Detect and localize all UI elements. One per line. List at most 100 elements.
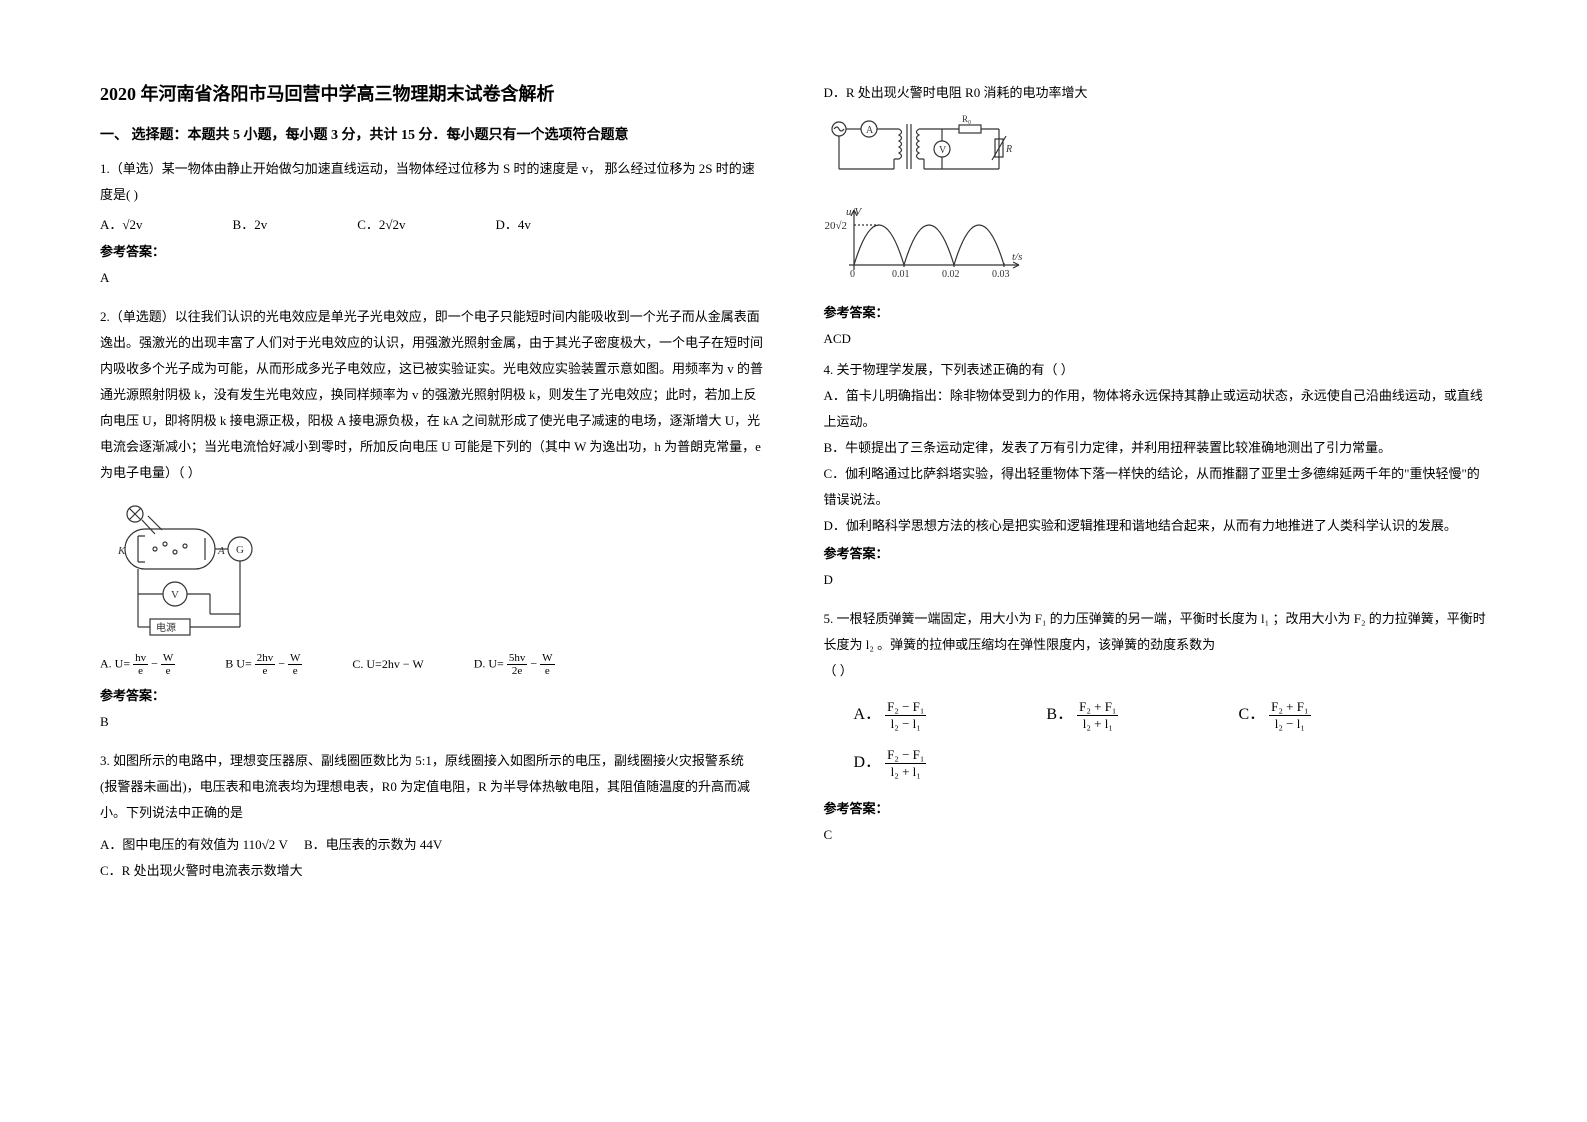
q1-text: 1.（单选）某一物体由静止开始做匀加速直线运动，当物体经过位移为 S 时的速度是… bbox=[100, 156, 764, 208]
q3-optD: D．R 处出现火警时电阻 R0 消耗的电功率增大 bbox=[824, 80, 1488, 106]
q2-optD-prefix: D. U= bbox=[474, 656, 504, 670]
q3-answer-label: 参考答案： bbox=[824, 302, 1488, 321]
svg-text:电源: 电源 bbox=[156, 621, 176, 634]
question-4: 4. 关于物理学发展，下列表述正确的有（ ） A．笛卡儿明确指出：除非物体受到力… bbox=[824, 357, 1488, 598]
svg-text:u/V: u/V bbox=[846, 206, 863, 218]
svg-text:220√2: 220√2 bbox=[824, 220, 847, 232]
transformer-circuit-icon: A R₀ bbox=[824, 114, 1014, 189]
q2-optD-d1: 2e bbox=[507, 665, 528, 677]
svg-text:0.03: 0.03 bbox=[992, 269, 1010, 280]
q5-p1: 5. 一根轻质弹簧一端固定，用大小为 bbox=[824, 611, 1032, 626]
q1-answer-label: 参考答案： bbox=[100, 241, 764, 260]
q2-optA-d2: e bbox=[161, 665, 175, 677]
q5-optA-num: F₂ − F₁ bbox=[885, 699, 926, 716]
q3-optC: C．R 处出现火警时电流表示数增大 bbox=[100, 858, 764, 884]
q3-figure-waveform: u/V t/s 220√2 0 0.01 0.02 0.03 bbox=[824, 205, 1488, 290]
q2-optD-n1: 5hv bbox=[507, 652, 528, 665]
q2-optB: B U= 2hve − We bbox=[225, 652, 302, 677]
q5-optA: A． F₂ − F₁l₂ − l₁ bbox=[854, 699, 927, 732]
q5-optC-label: C． bbox=[1238, 706, 1265, 723]
q4-text: 4. 关于物理学发展，下列表述正确的有（ ） bbox=[824, 357, 1488, 383]
q5-paren: （ ） bbox=[824, 658, 1488, 684]
q4-optD: D．伽利略科学思想方法的核心是把实验和逻辑推理和谐地结合起来，从而有力地推进了人… bbox=[824, 513, 1488, 539]
q5-optD-label: D． bbox=[854, 754, 882, 771]
page-title: 2020 年河南省洛阳市马回营中学高三物理期末试卷含解析 bbox=[100, 80, 764, 106]
q2-figure: K A G bbox=[100, 494, 764, 644]
q5-optA-den: l₂ − l₁ bbox=[885, 716, 926, 732]
q2-options: A. U= hve − We B U= 2hve − We C. U=2hv −… bbox=[100, 652, 764, 677]
q2-optA: A. U= hve − We bbox=[100, 652, 175, 677]
q5-F2: F₂ bbox=[1354, 611, 1366, 626]
q2-optD: D. U= 5hv2e − We bbox=[474, 652, 555, 677]
question-3-part1: 3. 如图所示的电路中，理想变压器原、副线圈匝数比为 5:1，原线圈接入如图所示… bbox=[100, 748, 764, 884]
svg-text:0.02: 0.02 bbox=[942, 269, 960, 280]
q2-answer-label: 参考答案： bbox=[100, 685, 764, 704]
svg-text:R₀: R₀ bbox=[962, 114, 971, 124]
svg-text:0.01: 0.01 bbox=[892, 269, 910, 280]
q2-optA-mid: − bbox=[151, 656, 161, 670]
q5-optC-num: F₂ + F₁ bbox=[1269, 699, 1310, 716]
svg-text:t/s: t/s bbox=[1012, 251, 1022, 263]
q5-options-row1: A． F₂ − F₁l₂ − l₁ B． F₂ + F₁l₂ + l₁ C． F… bbox=[854, 699, 1488, 732]
photoelectric-circuit-icon: K A G bbox=[100, 494, 270, 644]
svg-text:A: A bbox=[866, 125, 874, 136]
q5-optD-num: F₂ − F₁ bbox=[885, 747, 926, 764]
q2-answer: B bbox=[100, 714, 764, 730]
q2-optA-d1: e bbox=[133, 665, 148, 677]
q5-l1: l₁ bbox=[1261, 611, 1269, 626]
sine-waveform-icon: u/V t/s 220√2 0 0.01 0.02 0.03 bbox=[824, 205, 1034, 290]
q2-optB-d1: e bbox=[255, 665, 276, 677]
q2-optA-prefix: A. U= bbox=[100, 656, 130, 670]
q4-optA: A．笛卡儿明确指出：除非物体受到力的作用，物体将永远保持其静止或运动状态，永远使… bbox=[824, 383, 1488, 435]
q3-optAB-line: A．图中电压的有效值为 110√2 V B．电压表的示数为 44V bbox=[100, 832, 764, 858]
q4-answer: D bbox=[824, 572, 1488, 588]
q5-text: 5. 一根轻质弹簧一端固定，用大小为 F₁ 的力压弹簧的另一端，平衡时长度为 l… bbox=[824, 606, 1488, 658]
section-header: 一、 选择题：本题共 5 小题，每小题 3 分，共计 15 分．每小题只有一个选… bbox=[100, 124, 764, 144]
q3-figure-circuit: A R₀ bbox=[824, 114, 1488, 189]
q4-optC: C．伽利略通过比萨斜塔实验，得出轻重物体下落一样快的结论，从而推翻了亚里士多德绵… bbox=[824, 461, 1488, 513]
q2-text: 2.（单选题）以往我们认识的光电效应是单光子光电效应，即一个电子只能短时间内能吸… bbox=[100, 304, 764, 486]
q1-optC: C．2√2v bbox=[357, 214, 405, 233]
q5-optC-den: l₂ − l₁ bbox=[1269, 716, 1310, 732]
left-column: 2020 年河南省洛阳市马回营中学高三物理期末试卷含解析 一、 选择题：本题共 … bbox=[100, 80, 764, 1082]
q5-optB-num: F₂ + F₁ bbox=[1077, 699, 1118, 716]
q5-optC: C． F₂ + F₁l₂ − l₁ bbox=[1238, 699, 1310, 732]
q2-optD-d2: e bbox=[540, 665, 554, 677]
q5-l2: l₂ bbox=[866, 637, 874, 652]
q2-optB-mid: − bbox=[278, 656, 288, 670]
svg-text:G: G bbox=[236, 544, 244, 556]
q2-optA-n2: W bbox=[161, 652, 175, 665]
svg-text:R: R bbox=[1005, 144, 1012, 155]
svg-text:V: V bbox=[939, 145, 947, 156]
q5-optB-label: B． bbox=[1046, 706, 1073, 723]
q5-F1: F₁ bbox=[1035, 611, 1047, 626]
q3-optB: B．电压表的示数为 44V bbox=[304, 837, 442, 852]
q5-optA-label: A． bbox=[854, 706, 882, 723]
q3-text: 3. 如图所示的电路中，理想变压器原、副线圈匝数比为 5:1，原线圈接入如图所示… bbox=[100, 748, 764, 826]
svg-text:0: 0 bbox=[850, 269, 855, 280]
right-column: D．R 处出现火警时电阻 R0 消耗的电功率增大 A bbox=[824, 80, 1488, 1082]
svg-text:A: A bbox=[217, 545, 225, 557]
q1-optB: B．2v bbox=[233, 214, 268, 233]
q5-answer: C bbox=[824, 827, 1488, 843]
q5-answer-label: 参考答案： bbox=[824, 798, 1488, 817]
q2-optB-n2: W bbox=[288, 652, 302, 665]
q3-answer: ACD bbox=[824, 331, 1488, 347]
q5-options-row2: D． F₂ − F₁l₂ + l₁ bbox=[854, 747, 1488, 780]
q1-answer: A bbox=[100, 270, 764, 286]
q3-optA: A．图中电压的有效值为 110√2 V bbox=[100, 837, 288, 852]
q2-optD-mid: − bbox=[530, 656, 540, 670]
question-2: 2.（单选题）以往我们认识的光电效应是单光子光电效应，即一个电子只能短时间内能吸… bbox=[100, 304, 764, 740]
q2-optA-n1: hv bbox=[133, 652, 148, 665]
q5-optD-den: l₂ + l₁ bbox=[885, 764, 926, 780]
q5-optB-den: l₂ + l₁ bbox=[1077, 716, 1118, 732]
q5-optB: B． F₂ + F₁l₂ + l₁ bbox=[1046, 699, 1118, 732]
q2-optD-n2: W bbox=[540, 652, 554, 665]
q1-options: A．√2v B．2v C．2√2v D．4v bbox=[100, 214, 764, 233]
q2-optB-n1: 2hv bbox=[255, 652, 276, 665]
q5-p5: 。弹簧的拉伸或压缩均在弹性限度内，该弹簧的劲度系数为 bbox=[877, 637, 1215, 652]
question-5: 5. 一根轻质弹簧一端固定，用大小为 F₁ 的力压弹簧的另一端，平衡时长度为 l… bbox=[824, 606, 1488, 853]
q4-answer-label: 参考答案： bbox=[824, 543, 1488, 562]
svg-text:V: V bbox=[171, 589, 179, 601]
svg-text:K: K bbox=[117, 545, 126, 557]
